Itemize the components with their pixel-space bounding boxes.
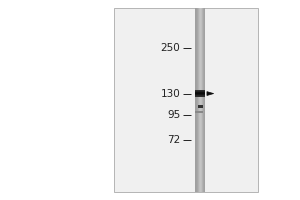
Text: 72: 72	[167, 135, 180, 145]
Bar	[195, 94, 206, 95]
Text: K562: K562	[184, 0, 216, 2]
Bar	[195, 92, 206, 93]
Bar	[195, 96, 206, 97]
Bar	[195, 90, 206, 91]
Bar	[114, 8, 258, 192]
Bar	[195, 95, 206, 96]
Text: 250: 250	[160, 43, 180, 53]
Bar	[198, 105, 203, 108]
Bar	[195, 111, 203, 113]
Text: 95: 95	[167, 110, 180, 120]
Text: 130: 130	[160, 89, 180, 99]
Bar	[195, 91, 206, 92]
Bar	[195, 93, 206, 94]
Polygon shape	[207, 92, 214, 95]
